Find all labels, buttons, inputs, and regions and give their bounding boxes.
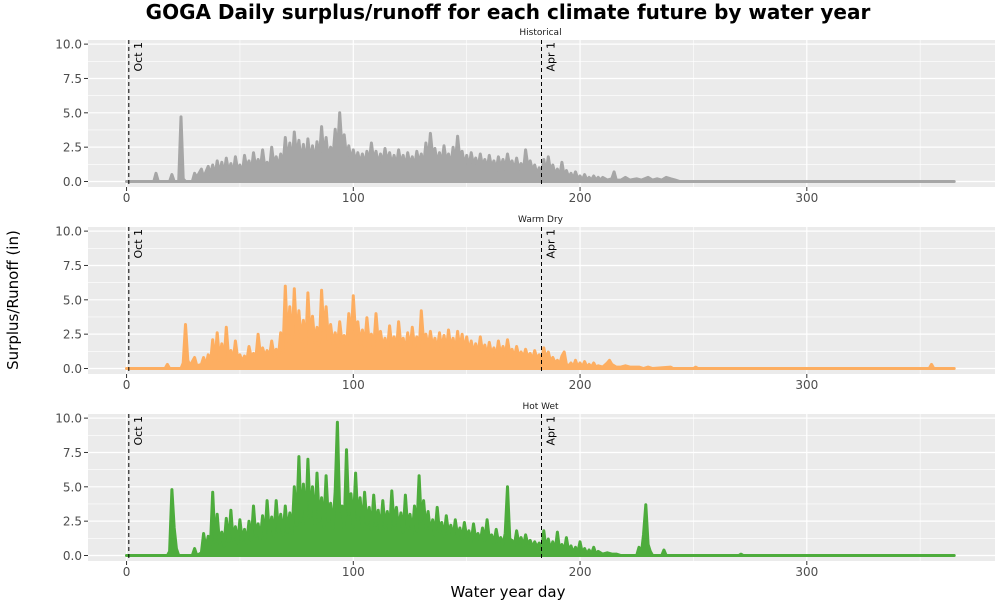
x-tick-label: 100 (342, 191, 365, 205)
reference-line-label: Oct 1 (132, 42, 145, 72)
chart-title: GOGA Daily surplus/runoff for each clima… (146, 0, 871, 24)
x-tick-label: 200 (569, 565, 592, 579)
y-tick-label: 5.0 (63, 480, 82, 494)
y-tick-label: 2.5 (63, 515, 82, 529)
series-area (125, 111, 956, 183)
x-tick-label: 0 (123, 191, 131, 205)
x-tick-label: 200 (569, 378, 592, 392)
y-tick-label: 5.0 (63, 106, 82, 120)
reference-line-label: Apr 1 (545, 416, 558, 446)
x-tick-label: 100 (342, 565, 365, 579)
facet-strip-label: Hot Wet (522, 402, 559, 412)
series-area (125, 420, 956, 557)
y-tick-label: 10.0 (55, 412, 82, 426)
x-tick-label: 0 (123, 378, 131, 392)
x-tick-label: 0 (123, 565, 131, 579)
y-tick-label: 0.0 (63, 175, 82, 189)
y-tick-label: 7.5 (63, 72, 82, 86)
y-tick-label: 2.5 (63, 328, 82, 342)
y-tick-label: 5.0 (63, 293, 82, 307)
y-tick-label: 7.5 (63, 259, 82, 273)
y-tick-label: 2.5 (63, 141, 82, 155)
facet-strip-label: Warm Dry (518, 215, 564, 225)
x-tick-label: 300 (795, 191, 818, 205)
x-tick-label: 300 (795, 565, 818, 579)
facet-strip-label: Historical (519, 28, 561, 38)
reference-line-label: Apr 1 (545, 42, 558, 72)
x-tick-label: 300 (795, 378, 818, 392)
reference-line-label: Oct 1 (132, 229, 145, 259)
y-tick-label: 10.0 (55, 38, 82, 52)
x-axis-label: Water year day (451, 583, 566, 600)
facet-panel: 0.0 2.5 5.0 7.5 10.0 0 100 200 300 Oct 1 Apr 1 Warm… (55, 215, 995, 392)
y-tick-label: 7.5 (63, 446, 82, 460)
y-axis-label: Surplus/Runoff (in) (4, 230, 22, 370)
y-tick-label: 0.0 (63, 549, 82, 563)
reference-line-label: Oct 1 (132, 416, 145, 446)
y-tick-label: 0.0 (63, 362, 82, 376)
facet-panel: 0.0 2.5 5.0 7.5 10.0 0 100 200 300 Oct 1 Apr 1 Hist… (55, 28, 995, 205)
y-tick-label: 10.0 (55, 225, 82, 239)
facet-panel: 0.0 2.5 5.0 7.5 10.0 0 100 200 300 Oct 1 Apr 1 Hot … (55, 402, 995, 579)
series-area (125, 284, 956, 370)
x-tick-label: 200 (569, 191, 592, 205)
reference-line-label: Apr 1 (545, 229, 558, 259)
x-tick-label: 100 (342, 378, 365, 392)
